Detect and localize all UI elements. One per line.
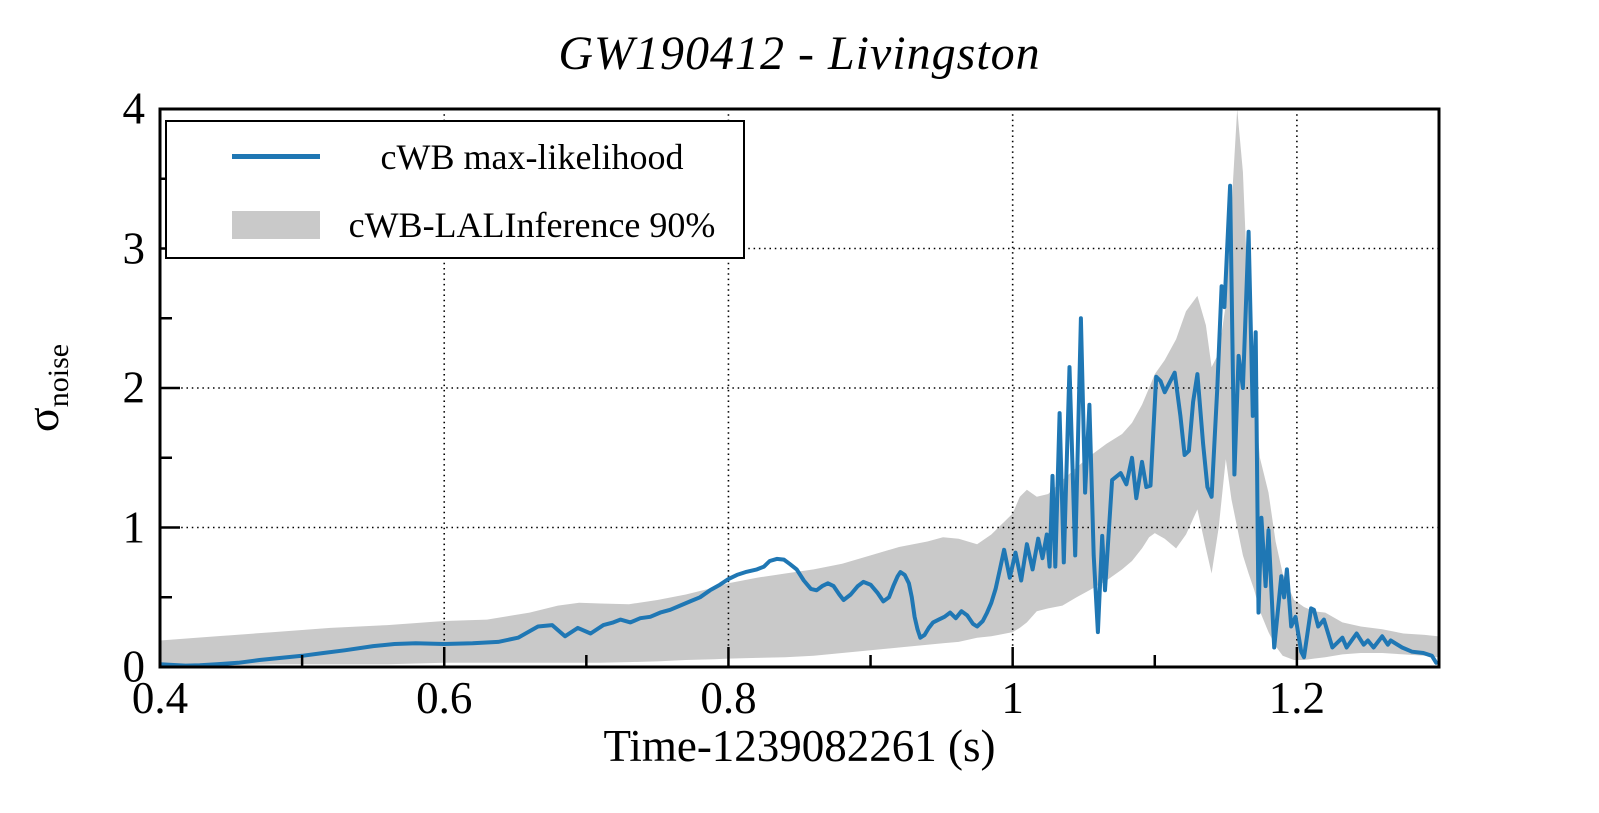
x-tick-label: 1 [1001,673,1024,723]
legend-entry-confidence-band: cWB-LALInference 90% [167,190,743,260]
y-tick-label: 0 [122,641,146,692]
legend-box: cWB max-likelihood cWB-LALInference 90% [165,120,745,259]
x-tick-label: 1.2 [1268,673,1325,723]
line-path [160,183,1439,667]
legend-entry-max-likelihood: cWB max-likelihood [167,122,743,192]
x-axis-label: Time-1239082261 (s) [603,721,996,771]
y-axis-label-sigma: σ [16,407,68,433]
y-axis-label-subscript: noise [42,343,76,408]
x-tick-label: 0.4 [131,673,189,723]
x-tick-label: 0.8 [700,673,757,723]
x-tick-label: 0.6 [416,673,473,723]
chart-title: GW190412 - Livingston [558,27,1041,80]
plot-border [158,107,1441,669]
y-tick-label: 3 [122,223,146,273]
legend-label: cWB max-likelihood [380,137,684,177]
band-area [160,109,1438,666]
y-tick-label: 4 [122,83,146,134]
y-tick-label: 1 [122,502,146,552]
legend-label: cWB-LALInference 90% [348,205,716,245]
confidence-band [160,109,1438,666]
max-likelihood-line [160,183,1439,667]
legend-line-swatch [232,154,320,159]
y-tick-label: 2 [122,362,146,413]
y-axis-label: σnoise [16,344,76,432]
legend-patch-swatch [232,211,320,239]
